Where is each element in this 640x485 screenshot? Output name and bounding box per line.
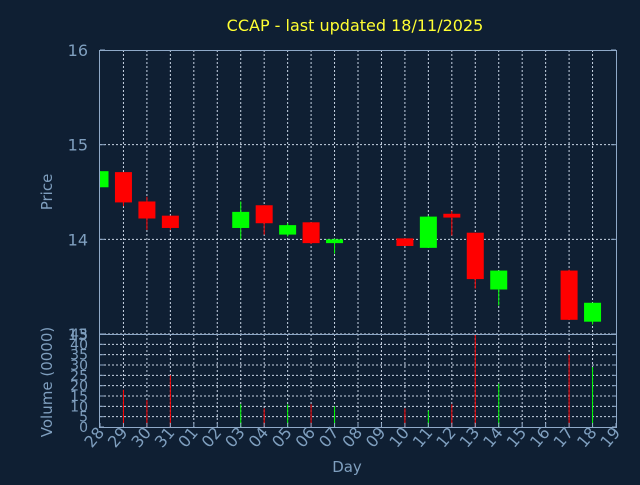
volume-tick-label: 30	[70, 358, 88, 374]
candle-body	[255, 205, 273, 224]
candle-body	[302, 222, 320, 244]
x-grid	[122, 50, 594, 427]
price-tick-label: 14	[68, 230, 88, 249]
volume-tick-label: 15	[70, 389, 88, 405]
volume-tick-label: 5	[79, 410, 88, 426]
candle-body	[396, 238, 414, 246]
candles-layer	[99, 171, 602, 325]
price-tick-label: 13	[68, 325, 88, 344]
price-axis-label: Price	[38, 174, 56, 211]
candle-body	[419, 216, 437, 248]
candle-body	[232, 211, 250, 228]
volume-tick-label: 0	[79, 420, 88, 436]
candle-body	[138, 201, 156, 219]
candle-body	[466, 232, 484, 280]
candle-body	[560, 270, 578, 320]
chart-title: CCAP - last updated 18/11/2025	[227, 16, 484, 35]
volume-tick-label: 35	[70, 348, 88, 364]
volume-tick-label: 25	[70, 368, 88, 384]
price-tick-label: 16	[68, 41, 88, 60]
candle-body	[443, 213, 461, 218]
price-axis-ticks: 13 14 15 16	[68, 41, 616, 344]
price-tick-label: 15	[68, 136, 88, 155]
volume-tick-label: 45	[70, 327, 88, 343]
candle-body	[114, 172, 132, 203]
x-axis-label: Day	[332, 458, 362, 476]
candle-body	[326, 239, 344, 244]
candle-body	[584, 302, 602, 322]
candle-body	[100, 171, 109, 188]
volume-tick-label: 40	[70, 337, 88, 353]
volume-axis-label: Volume (0000)	[38, 327, 56, 437]
x-axis-ticks: 2829303101020304050607080910111213141516…	[80, 423, 624, 451]
volume-tick-label: 20	[70, 379, 88, 395]
volume-panel-frame	[99, 334, 617, 428]
candle-body	[490, 270, 508, 290]
candle-body	[161, 215, 179, 228]
volume-bars-layer	[122, 334, 594, 427]
candle-body	[279, 225, 297, 235]
volume-tick-label: 10	[70, 399, 88, 415]
